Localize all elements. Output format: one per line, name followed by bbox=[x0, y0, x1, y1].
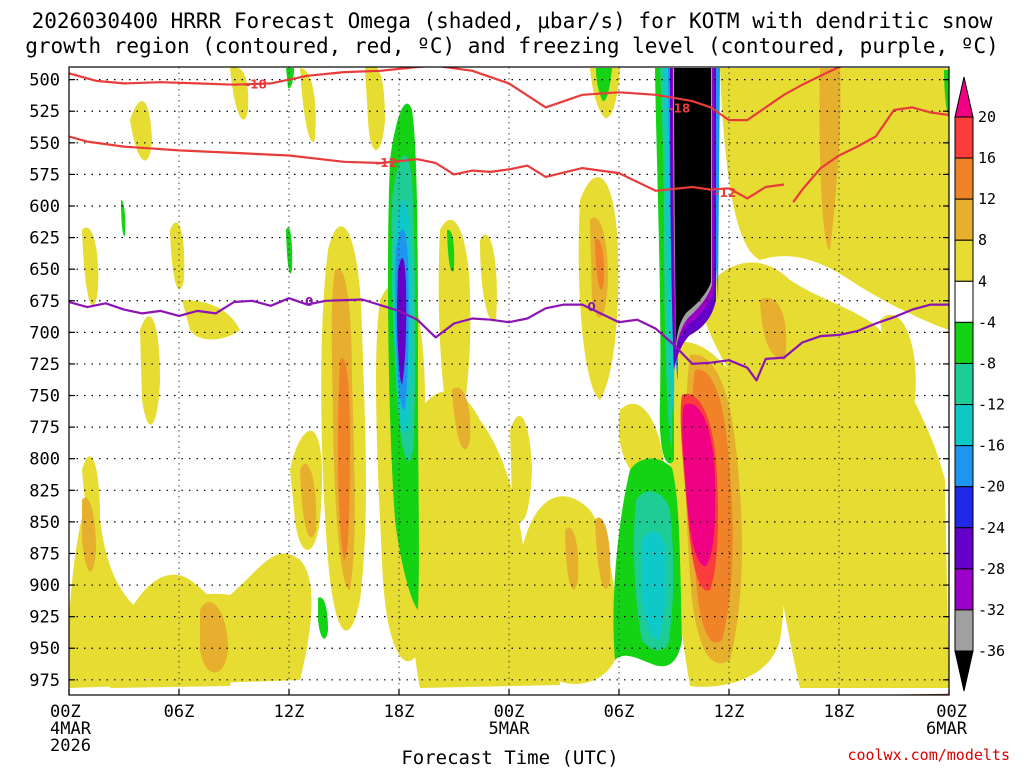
colorbar-label: -16 bbox=[978, 437, 1005, 455]
contour-label: 0 bbox=[587, 300, 595, 314]
y-tick-label: 775 bbox=[29, 418, 60, 438]
colorbar: 20 16 12 8 4 -4 -8 -12 -16 -20 -24 -28 -32 -36 bbox=[954, 76, 1005, 692]
y-tick-label: 950 bbox=[29, 639, 60, 659]
colorbar-swatch bbox=[954, 486, 974, 529]
x-tick-label: 4MAR bbox=[50, 719, 92, 739]
y-tick-label: 600 bbox=[29, 197, 60, 217]
chart-title-line1: 2026030400 HRRR Forecast Omega (shaded, … bbox=[32, 9, 993, 33]
colorbar-label: 16 bbox=[978, 149, 996, 167]
contour-label: 0 bbox=[305, 295, 313, 309]
colorbar-swatch bbox=[954, 239, 974, 282]
contour-line bbox=[69, 135, 785, 200]
x-tick-label: 6MAR bbox=[926, 719, 968, 739]
colorbar-swatch bbox=[954, 321, 974, 364]
contour-label: -18 bbox=[245, 77, 267, 91]
x-tick-label: 12Z bbox=[274, 702, 305, 722]
y-tick-label: 925 bbox=[29, 608, 60, 628]
y-tick-label: 625 bbox=[29, 229, 60, 249]
colorbar-swatch bbox=[954, 116, 974, 159]
colorbar-label: -4 bbox=[978, 313, 996, 331]
y-tick-label: 725 bbox=[29, 355, 60, 375]
colorbar-label: -20 bbox=[978, 478, 1005, 496]
y-tick-label: 900 bbox=[29, 576, 60, 596]
x-tick-label: 5MAR bbox=[489, 719, 531, 739]
colorbar-arrow-bottom bbox=[954, 650, 974, 692]
colorbar-swatch bbox=[954, 527, 974, 570]
y-tick-label: 500 bbox=[29, 71, 60, 91]
y-tick-label: 975 bbox=[29, 671, 60, 691]
colorbar-label: -36 bbox=[978, 642, 1005, 660]
omega-shading bbox=[69, 67, 949, 695]
y-tick-label: 750 bbox=[29, 387, 60, 407]
x-tick-label: 18Z bbox=[824, 702, 855, 722]
colorbar-swatch bbox=[954, 609, 974, 652]
contour-lines: -18 -18 -12 -12 0 0 bbox=[69, 67, 949, 382]
colorbar-swatch bbox=[954, 362, 974, 406]
contour-line bbox=[792, 106, 949, 203]
y-tick-label: 850 bbox=[29, 513, 60, 533]
y-tick-label: 525 bbox=[29, 102, 60, 122]
contour-line bbox=[69, 297, 949, 382]
x-axis-label: Forecast Time (UTC) bbox=[401, 747, 618, 768]
x-tick-label: 2026 bbox=[50, 736, 91, 756]
y-tick-label: 675 bbox=[29, 292, 60, 312]
omega-shade-over-20 bbox=[682, 403, 716, 567]
colorbar-label: -32 bbox=[978, 601, 1005, 619]
colorbar-label: -8 bbox=[978, 354, 996, 372]
contour-label: -18 bbox=[669, 101, 691, 115]
colorbar-swatch bbox=[954, 157, 974, 200]
y-tick-label: 575 bbox=[29, 165, 60, 185]
colorbar-swatch bbox=[954, 445, 974, 488]
colorbar-swatch bbox=[954, 404, 974, 447]
chart-title-line2: growth region (contoured, red, ºC) and f… bbox=[25, 34, 999, 58]
x-tick-label: 12Z bbox=[714, 702, 745, 722]
x-tick-label: 00Z bbox=[50, 702, 81, 722]
y-tick-label: 875 bbox=[29, 544, 60, 564]
credit-text: coolwx.com/modelts bbox=[847, 746, 1010, 764]
y-tick-label: 800 bbox=[29, 450, 60, 470]
y-tick-label: 650 bbox=[29, 260, 60, 280]
x-tick-label: 06Z bbox=[604, 702, 635, 722]
x-tick-label: 00Z bbox=[494, 702, 525, 722]
colorbar-label: 8 bbox=[978, 231, 987, 249]
colorbar-arrow-top bbox=[954, 76, 974, 118]
x-tick-label: 06Z bbox=[164, 702, 195, 722]
y-axis: 500 525 550 575 600 625 650 675 700 725 750 775 800 8… bbox=[29, 71, 949, 691]
y-tick-label: 700 bbox=[29, 323, 60, 343]
x-tick-label: 00Z bbox=[936, 702, 967, 722]
y-tick-label: 550 bbox=[29, 134, 60, 154]
colorbar-swatch bbox=[954, 280, 974, 323]
colorbar-label: -12 bbox=[978, 396, 1005, 414]
contour-line bbox=[69, 67, 845, 122]
colorbar-swatch bbox=[954, 568, 974, 611]
colorbar-label: 12 bbox=[978, 190, 996, 208]
contour-label: -12 bbox=[375, 156, 397, 170]
x-tick-label: 18Z bbox=[384, 702, 415, 722]
colorbar-label: 20 bbox=[978, 108, 996, 126]
colorbar-swatch bbox=[954, 198, 974, 241]
y-tick-label: 825 bbox=[29, 481, 60, 501]
colorbar-label: -24 bbox=[978, 519, 1005, 537]
colorbar-label: -28 bbox=[978, 560, 1005, 578]
contour-label: -12 bbox=[714, 186, 736, 200]
colorbar-label: 4 bbox=[978, 272, 987, 290]
